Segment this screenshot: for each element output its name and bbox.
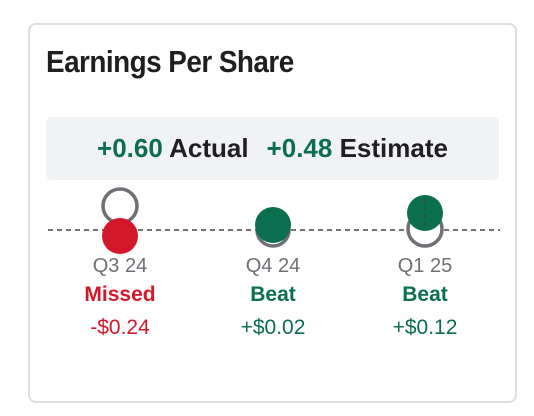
card-title: Earnings Per Share [46, 44, 294, 79]
quarter-status: Beat [250, 283, 296, 306]
quarter-marker-q3-24 [101, 187, 139, 254]
quarter-period: Q4 24 [245, 255, 301, 277]
quarter-status: Beat [402, 283, 448, 306]
quarter-marker-q1-25 [406, 195, 444, 248]
quarter-period: Q3 24 [92, 255, 148, 277]
estimate-summary: +0.48 Estimate [267, 133, 448, 164]
actual-label: Actual [169, 133, 249, 163]
actual-circle [255, 207, 291, 243]
quarter-marker-q4-24 [255, 207, 291, 248]
quarter-status: Missed [84, 283, 156, 306]
actual-summary: +0.60 Actual [97, 133, 249, 164]
quarter-difference: +$0.12 [392, 316, 458, 339]
eps-summary: +0.60 Actual +0.48 Estimate [46, 117, 499, 180]
actual-circle [407, 195, 443, 231]
actual-circle [102, 218, 138, 254]
actual-value: +0.60 [97, 133, 163, 163]
estimate-value: +0.48 [266, 133, 333, 163]
estimate-circle [101, 187, 139, 225]
estimate-label: Estimate [339, 133, 448, 163]
quarter-difference: +$0.02 [240, 316, 306, 339]
quarter-difference: -$0.24 [90, 316, 150, 339]
quarter-period: Q1 25 [397, 255, 453, 277]
